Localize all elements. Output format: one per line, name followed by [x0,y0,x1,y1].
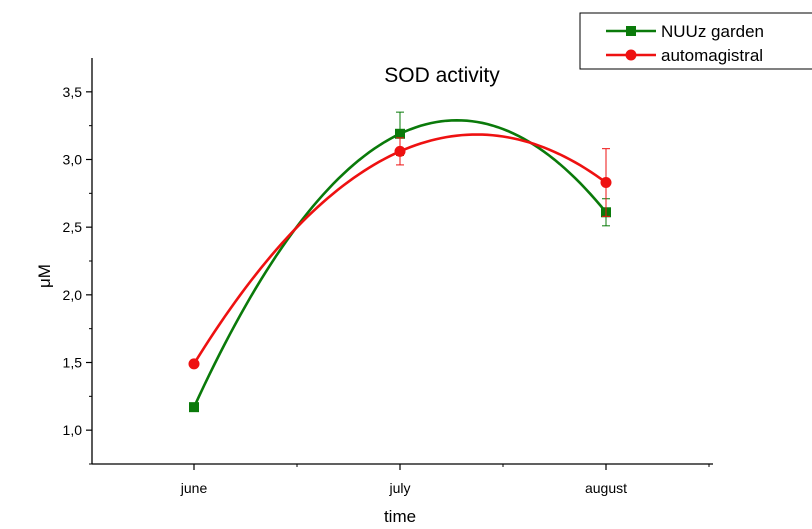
x-ticks: june july august [180,464,710,496]
legend-label-nuuz-garden: NUUz garden [661,22,764,41]
data-point-automagistral [600,177,612,189]
x-tick-label: july [388,480,410,496]
legend-box [579,12,812,70]
y-ticks: 1,0 1,5 2,0 2,5 3,0 3,5 [63,84,92,465]
x-axis-title: time [384,507,416,526]
data-point-automagistral [188,358,200,370]
legend-label-automagistral: automagistral [661,46,763,65]
series-line-automagistral [192,133,607,365]
y-tick-label: 1,5 [63,355,83,371]
y-tick-label: 2,5 [63,219,83,235]
y-tick-label: 3,5 [63,84,83,100]
data-point-automagistral [394,145,406,157]
legend: NUUz garden automagistral [579,12,812,70]
data-point-nuuz-garden [395,128,405,139]
y-tick-label: 2,0 [63,287,83,303]
x-tick-label: june [180,480,208,496]
chart-title: SOD activity [384,64,500,87]
y-axis-title: μM [35,264,54,288]
y-tick-label: 3,0 [63,152,83,168]
x-tick-label: august [585,480,627,496]
data-point-nuuz-garden [189,402,199,413]
legend-marker-automagistral [625,49,637,61]
legend-marker-nuuz-garden [626,26,636,36]
axes [91,58,713,465]
series-layer [188,111,612,413]
y-tick-label: 1,0 [63,422,83,438]
